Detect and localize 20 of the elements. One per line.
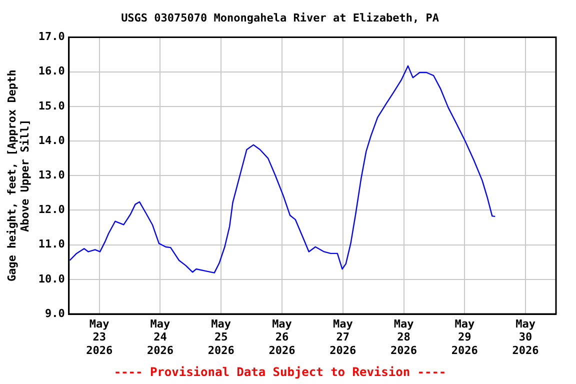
chart-title: USGS 03075070 Monongahela River at Elizabeth, PA <box>121 11 440 24</box>
x-tick-label: May 28 2026 <box>390 317 418 357</box>
x-tick-label: May 26 2026 <box>268 317 296 357</box>
text: ---- Provisional Data Subject to Revision ---- <box>114 364 446 379</box>
x-tick-label: May 30 2026 <box>512 317 540 357</box>
y-tick-label: 13.0 <box>38 168 65 182</box>
y-tick-label: 17.0 <box>38 30 65 44</box>
y-tick-label: 16.0 <box>38 64 65 78</box>
y-tick-label: 11.0 <box>38 238 65 251</box>
x-tick-label: May 29 2026 <box>451 317 478 357</box>
y-tick-label: 10.0 <box>38 272 65 286</box>
x-tick-label: May 24 2026 <box>146 317 174 357</box>
x-tick-label: May 27 2026 <box>330 317 357 357</box>
x-tick-label: May 25 2026 <box>208 317 235 357</box>
y-tick-label: 12.0 <box>38 203 65 216</box>
y-tick-label: 9.0 <box>45 306 65 320</box>
y-tick-label: 14.0 <box>38 134 65 147</box>
y-tick-label: 15.0 <box>38 99 65 112</box>
x-tick-label: May 23 2026 <box>86 317 113 357</box>
y-axis-title: Gage height, feet, [Approx Depth Above Upper Sill] <box>5 70 32 282</box>
